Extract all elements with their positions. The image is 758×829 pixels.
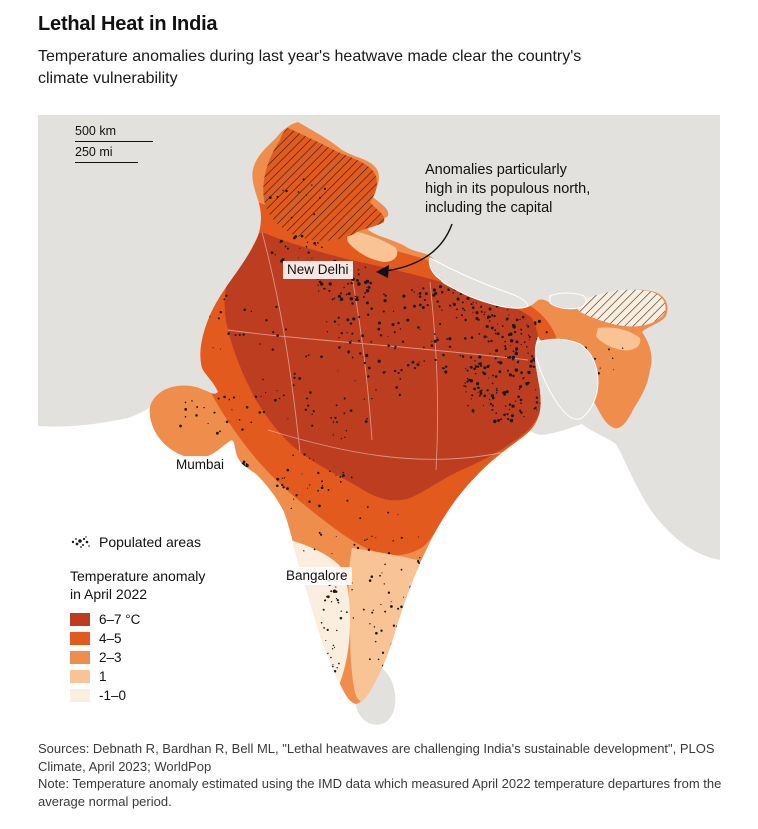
anomaly-1-region-north (346, 230, 398, 262)
legend-swatch-1 (70, 670, 90, 684)
annotation-line-3: including the capital (425, 199, 553, 216)
scale-bar: 500 km 250 mi (75, 124, 153, 163)
scale-mi-label: 250 mi (75, 145, 113, 159)
annotation-arrow-icon (376, 223, 453, 278)
city-label-bangalore: Bangalore (282, 567, 352, 585)
legend-item: 1 (70, 669, 205, 684)
city-label-new-delhi: New Delhi (283, 261, 353, 279)
annotation-line-1: Anomalies particularly (425, 162, 567, 178)
kashmir-hatched-region (263, 128, 385, 241)
legend-title-line-1: Temperature anomaly (70, 568, 206, 584)
legend-item: 6–7 °C (70, 612, 205, 627)
legend-label-6-7: 6–7 °C (99, 612, 141, 628)
legend-swatch-2-3 (70, 651, 90, 665)
bangladesh-shape (535, 338, 599, 420)
legend-swatch-6-7 (70, 613, 90, 627)
scale-km-line (75, 141, 153, 142)
footer: Sources: Debnath R, Bardhan R, Bell ML, … (38, 740, 736, 810)
note-text: Note: Temperature anomaly estimated usin… (38, 776, 722, 809)
scale-mi-line (75, 162, 138, 163)
legend-swatch-neg1-0 (70, 689, 90, 703)
legend-title-line-2: in April 2022 (70, 586, 148, 603)
legend-label-neg1-0: -1–0 (99, 688, 127, 704)
legend-swatch-4-5 (70, 632, 90, 646)
annotation-line-2: high in its populous north, (425, 180, 591, 197)
anomaly-1-region-northeast (596, 327, 641, 351)
page-title: Lethal Heat in India (38, 13, 218, 35)
legend-item: -1–0 (70, 688, 205, 703)
sources-text: Sources: Debnath R, Bardhan R, Bell ML, … (38, 741, 715, 774)
legend-item: 4–5 (70, 631, 205, 646)
state-borders (227, 231, 529, 471)
scale-km-label: 500 km (75, 124, 116, 138)
legend-populated-areas: Populated areas (70, 534, 205, 550)
legend-label-1: 1 (99, 669, 107, 685)
legend: Populated areas Temperature anomaly in A… (70, 534, 205, 707)
bhutan-shape (549, 292, 587, 310)
legend-title: Temperature anomaly in April 2022 (70, 567, 205, 603)
map-annotation: Anomalies particularly high in its popul… (425, 161, 590, 218)
legend-label-4-5: 4–5 (99, 631, 122, 647)
legend-item: 2–3 (70, 650, 205, 665)
nepal-shape (428, 257, 529, 309)
anomaly-1-region-south (348, 548, 436, 703)
anomaly-6-7-region (224, 232, 545, 501)
legend-label-2-3: 2–3 (99, 650, 122, 666)
arunachal-hatched-region (576, 289, 666, 327)
header: Lethal Heat in India Temperature anomali… (38, 12, 728, 89)
city-label-mumbai: Mumbai (172, 456, 229, 474)
populated-areas-icon (71, 536, 90, 548)
page-subtitle: Temperature anomalies during last year's… (38, 48, 582, 87)
populated-areas-label: Populated areas (99, 534, 201, 550)
